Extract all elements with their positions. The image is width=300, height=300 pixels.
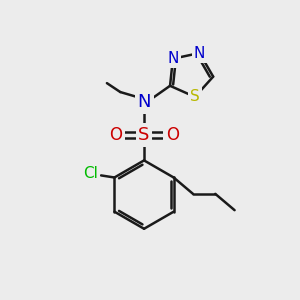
Text: Cl: Cl bbox=[83, 166, 98, 181]
Text: O: O bbox=[166, 126, 179, 144]
Text: O: O bbox=[109, 126, 122, 144]
Text: S: S bbox=[138, 126, 150, 144]
Text: N: N bbox=[167, 51, 178, 66]
Text: N: N bbox=[194, 46, 205, 61]
Text: S: S bbox=[190, 89, 200, 104]
Text: N: N bbox=[137, 93, 151, 111]
